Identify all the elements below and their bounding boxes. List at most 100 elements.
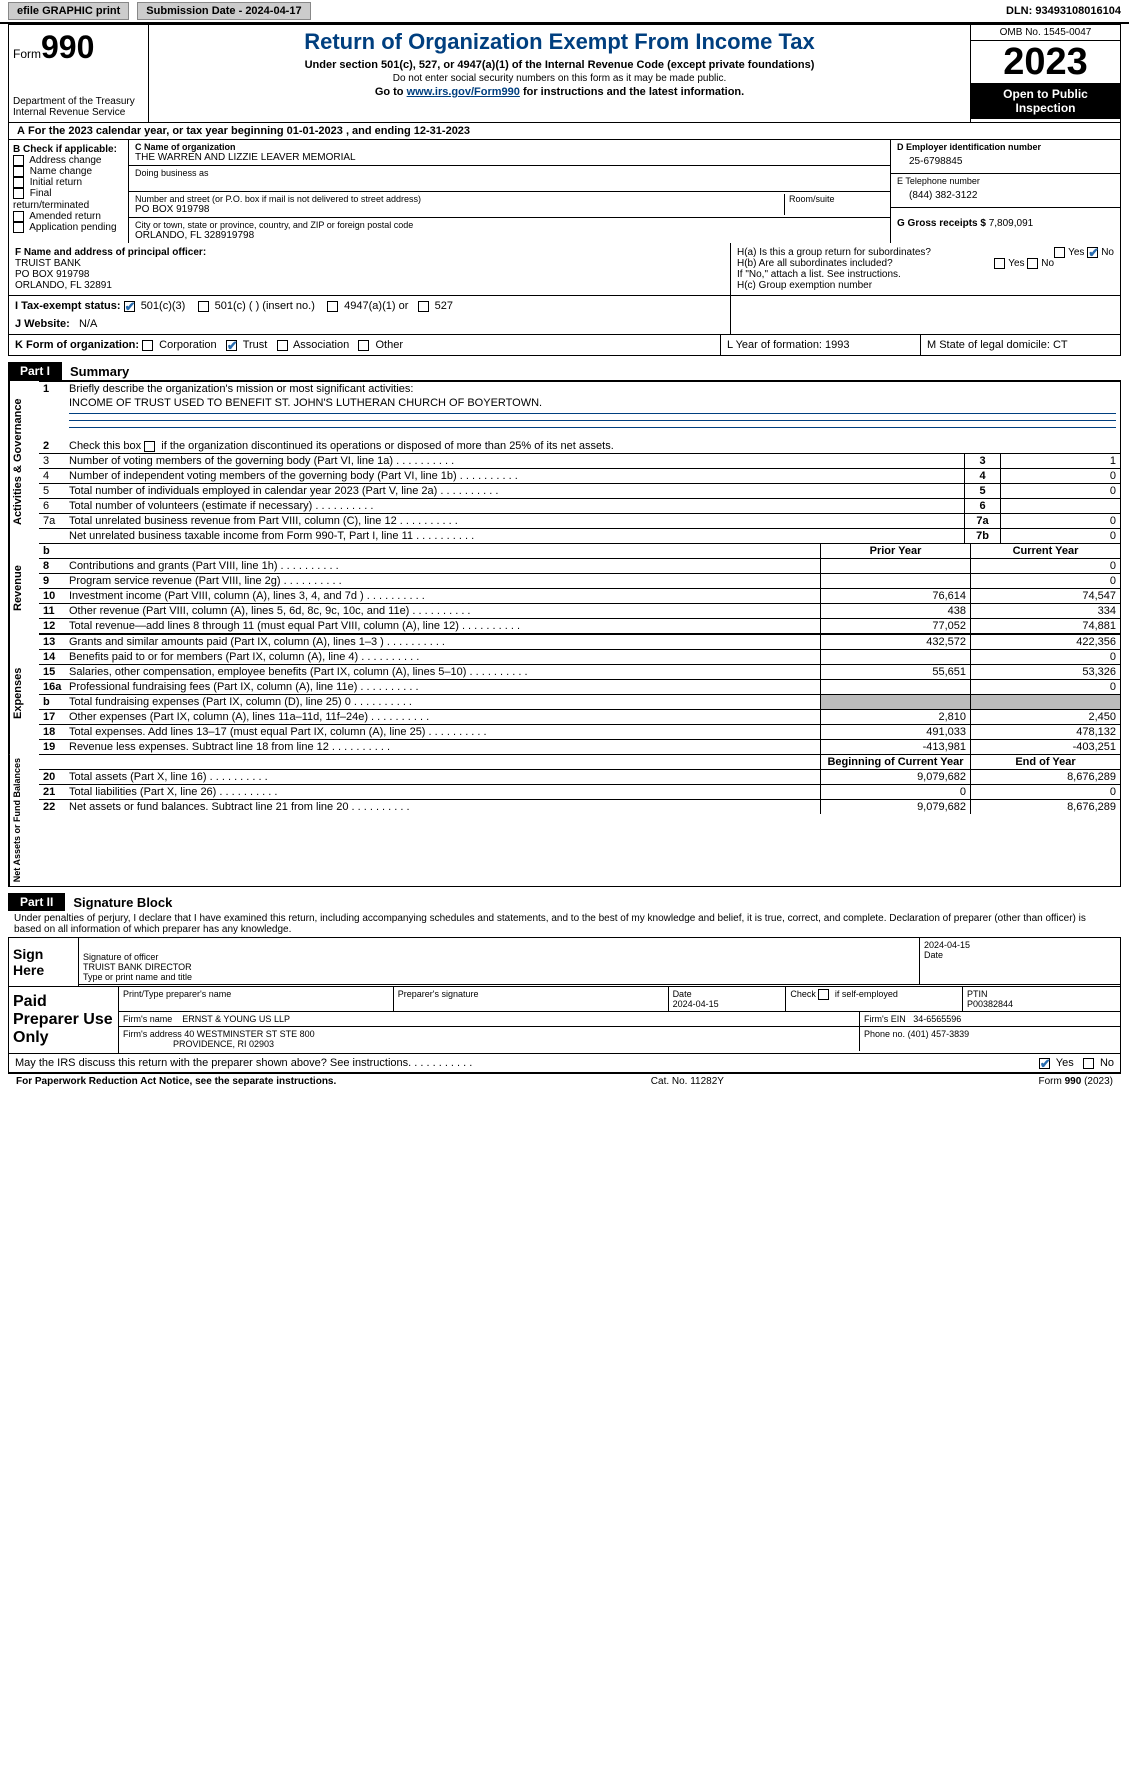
firm-name: ERNST & YOUNG US LLP xyxy=(182,1014,290,1024)
line-text: Total liabilities (Part X, line 26) xyxy=(65,784,820,799)
h-c: H(c) Group exemption number xyxy=(737,280,1114,291)
discuss-yes-checkbox[interactable] xyxy=(1039,1058,1050,1069)
perjury-declaration: Under penalties of perjury, I declare th… xyxy=(8,911,1121,937)
line-num: 3 xyxy=(39,453,65,468)
officer-line-1: PO BOX 919798 xyxy=(15,269,724,280)
line-num: 8 xyxy=(39,558,65,573)
line-num: 13 xyxy=(39,634,65,649)
line-num: 16a xyxy=(39,679,65,694)
prior-val xyxy=(820,679,970,694)
vlabel-netassets: Net Assets or Fund Balances xyxy=(9,754,39,886)
527-checkbox[interactable] xyxy=(418,301,429,312)
b-opt-checkbox[interactable] xyxy=(13,211,24,222)
phone-value: (844) 382-3122 xyxy=(897,186,1114,205)
line-num: b xyxy=(39,694,65,709)
officer-sig-name: TRUIST BANK DIRECTOR xyxy=(83,962,915,972)
prior-val: 2,810 xyxy=(820,709,970,724)
form-label: Form xyxy=(13,47,41,61)
b-opt-checkbox[interactable] xyxy=(13,188,24,199)
line-text: Total unrelated business revenue from Pa… xyxy=(65,513,964,528)
line-num xyxy=(39,528,65,543)
501c-checkbox[interactable] xyxy=(198,301,209,312)
vlabel-expenses: Expenses xyxy=(9,633,39,754)
b-opt-checkbox[interactable] xyxy=(13,166,24,177)
current-val: 0 xyxy=(970,784,1120,799)
current-val: 53,326 xyxy=(970,664,1120,679)
line-text: Program service revenue (Part VIII, line… xyxy=(65,573,820,588)
line-val: 0 xyxy=(1000,513,1120,528)
part-i-tag: Part I xyxy=(8,362,62,380)
line-text: Net unrelated business taxable income fr… xyxy=(65,528,964,543)
prior-val xyxy=(820,694,970,709)
prep-date: 2024-04-15 xyxy=(673,999,719,1009)
line-text: Revenue less expenses. Subtract line 18 … xyxy=(65,739,820,754)
line-text: Other expenses (Part IX, column (A), lin… xyxy=(65,709,820,724)
ptin-value: P00382844 xyxy=(967,999,1013,1009)
paperwork-notice: For Paperwork Reduction Act Notice, see … xyxy=(16,1076,336,1087)
line-val: 0 xyxy=(1000,483,1120,498)
line-col: 4 xyxy=(964,468,1000,483)
ssn-warning: Do not enter social security numbers on … xyxy=(153,73,966,84)
trust-checkbox[interactable] xyxy=(226,340,237,351)
current-val: 74,881 xyxy=(970,618,1120,633)
firm-addr1: 40 WESTMINSTER ST STE 800 xyxy=(184,1029,314,1039)
b-opt-checkbox[interactable] xyxy=(13,155,24,166)
current-val: 422,356 xyxy=(970,634,1120,649)
line-text: Other revenue (Part VIII, column (A), li… xyxy=(65,603,820,618)
h-b: H(b) Are all subordinates included? Yes … xyxy=(737,258,1114,269)
line2-checkbox[interactable] xyxy=(144,441,155,452)
end-year-header: End of Year xyxy=(970,755,1120,769)
assoc-checkbox[interactable] xyxy=(277,340,288,351)
submission-date-button[interactable]: Submission Date - 2024-04-17 xyxy=(137,2,310,20)
line-text: Number of voting members of the governin… xyxy=(65,453,964,468)
current-val: -403,251 xyxy=(970,739,1120,754)
line-col: 6 xyxy=(964,498,1000,513)
b-opt-checkbox[interactable] xyxy=(13,177,24,188)
line-text: Total number of volunteers (estimate if … xyxy=(65,498,964,513)
state-domicile: M State of legal domicile: CT xyxy=(920,335,1120,355)
line-num: 11 xyxy=(39,603,65,618)
prior-val: 0 xyxy=(820,784,970,799)
current-val: 478,132 xyxy=(970,724,1120,739)
form-org-row: K Form of organization: Corporation Trus… xyxy=(9,335,720,355)
line-text: Grants and similar amounts paid (Part IX… xyxy=(65,634,820,649)
ha-no-checkbox[interactable] xyxy=(1087,247,1098,258)
current-val xyxy=(970,694,1120,709)
form-footer: Form 990 (2023) xyxy=(1039,1076,1113,1087)
part-i-title: Summary xyxy=(70,364,129,379)
other-checkbox[interactable] xyxy=(358,340,369,351)
dba-label: Doing business as xyxy=(135,168,884,178)
sig-date-val: 2024-04-15 xyxy=(924,940,1116,950)
current-val: 0 xyxy=(970,679,1120,694)
vlabel-revenue: Revenue xyxy=(9,543,39,633)
line-num: 12 xyxy=(39,618,65,633)
city-value: ORLANDO, FL 328919798 xyxy=(135,230,884,241)
discuss-no-checkbox[interactable] xyxy=(1083,1058,1094,1069)
sign-here-label: Sign Here xyxy=(9,938,79,986)
room-label: Room/suite xyxy=(789,194,884,204)
current-val: 0 xyxy=(970,558,1120,573)
b-opt-checkbox[interactable] xyxy=(13,222,24,233)
line-text: Investment income (Part VIII, column (A)… xyxy=(65,588,820,603)
irs-link[interactable]: www.irs.gov/Form990 xyxy=(407,86,520,98)
line-col: 7a xyxy=(964,513,1000,528)
line-num: 4 xyxy=(39,468,65,483)
current-val: 0 xyxy=(970,649,1120,664)
501c3-checkbox[interactable] xyxy=(124,301,135,312)
efile-print-button[interactable]: efile GRAPHIC print xyxy=(8,2,129,20)
ha-yes-checkbox[interactable] xyxy=(1054,247,1065,258)
current-val: 2,450 xyxy=(970,709,1120,724)
hb-no-checkbox[interactable] xyxy=(1027,258,1038,269)
line-text: Number of independent voting members of … xyxy=(65,468,964,483)
form-number: 990 xyxy=(41,29,94,65)
corp-checkbox[interactable] xyxy=(142,340,153,351)
self-employed-checkbox[interactable] xyxy=(818,989,829,1000)
current-year-header: Current Year xyxy=(970,544,1120,558)
prior-val xyxy=(820,649,970,664)
line-num: 19 xyxy=(39,739,65,754)
line-val: 1 xyxy=(1000,453,1120,468)
h-b2: If "No," attach a list. See instructions… xyxy=(737,269,1114,280)
4947-checkbox[interactable] xyxy=(327,301,338,312)
line-text: Salaries, other compensation, employee b… xyxy=(65,664,820,679)
hb-yes-checkbox[interactable] xyxy=(994,258,1005,269)
